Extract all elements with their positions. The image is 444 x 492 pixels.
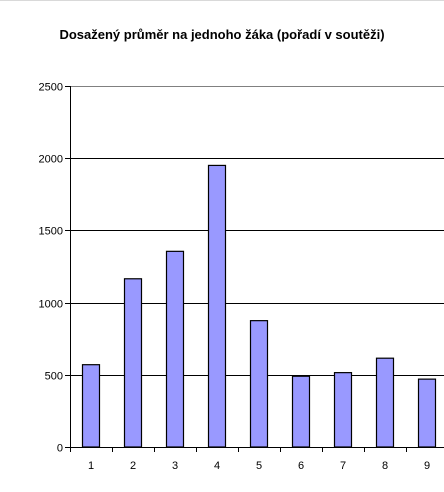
bar-1 [81,364,101,448]
x-tick-label-4: 4 [214,460,220,472]
axes [65,86,444,452]
y-tick-label-2000: 2000 [39,154,63,166]
x-tick-label-3: 3 [172,460,178,472]
y-tick-label-1000: 1000 [39,299,63,311]
bar-4 [207,164,227,448]
y-tick-label-0: 0 [57,443,63,455]
chart-title: Dosažený průměr na jednoho žáka (pořadí … [59,27,385,42]
bar-9 [417,378,437,448]
x-tick-label-6: 6 [298,460,304,472]
x-tick-label-7: 7 [340,460,346,472]
bar-7 [333,372,353,448]
bars [81,164,437,448]
bar-2 [123,278,143,448]
bar-5 [249,320,269,448]
tick-labels: 0 500 1000 1500 2000 2500 1 2 3 4 5 6 7 8 9 [39,82,431,473]
x-tick-label-5: 5 [256,460,262,472]
bar-3 [165,250,185,448]
x-tick-label-1: 1 [88,460,94,472]
y-tick-label-500: 500 [45,371,63,383]
x-tick-label-2: 2 [130,460,136,472]
bar-6 [291,375,311,448]
x-tick-label-8: 8 [382,460,388,472]
y-tick-label-1500: 1500 [39,226,63,238]
bar-8 [375,357,395,448]
x-tick-label-9: 9 [424,460,430,472]
y-tick-label-2500: 2500 [39,82,63,94]
